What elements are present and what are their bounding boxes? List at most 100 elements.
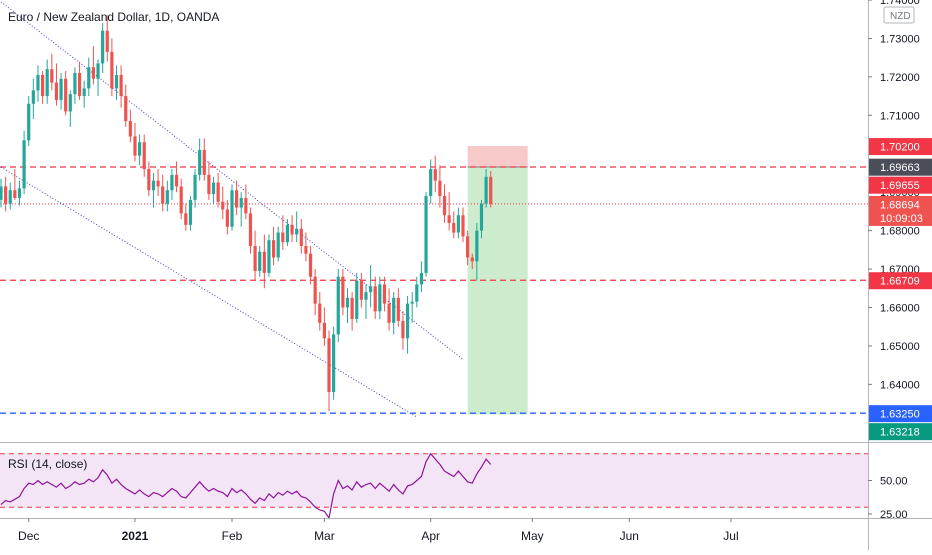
candle-body bbox=[161, 186, 165, 204]
candle bbox=[188, 196, 193, 231]
candle-body bbox=[304, 245, 308, 254]
candle-body bbox=[405, 303, 410, 339]
candle bbox=[73, 67, 77, 104]
candle bbox=[382, 276, 387, 312]
candle bbox=[419, 261, 424, 293]
candle bbox=[484, 169, 488, 208]
candle-body bbox=[13, 190, 17, 198]
candle-body bbox=[27, 103, 31, 141]
candle bbox=[359, 272, 363, 308]
candle-body bbox=[410, 301, 414, 304]
candle-body bbox=[8, 190, 12, 204]
candle bbox=[156, 169, 160, 197]
candle bbox=[124, 84, 128, 127]
candle bbox=[211, 176, 216, 204]
candle-body bbox=[244, 197, 248, 214]
candle bbox=[22, 130, 26, 195]
candle-body bbox=[253, 245, 257, 271]
price-badge-label: 1.66709 bbox=[880, 276, 920, 288]
candle-body bbox=[87, 67, 91, 89]
candle bbox=[239, 192, 243, 227]
candle bbox=[179, 178, 183, 220]
candle-body bbox=[350, 297, 354, 320]
price-tick-label: 1.72000 bbox=[880, 72, 920, 84]
candle-body bbox=[271, 240, 276, 258]
price-tick-label: 1.68000 bbox=[880, 226, 920, 238]
candle bbox=[456, 207, 460, 239]
candle-body bbox=[373, 286, 377, 312]
rsi-tick-label: 50.00 bbox=[880, 476, 908, 488]
candle bbox=[147, 161, 151, 197]
candle-body bbox=[59, 78, 63, 100]
time-tick-label: 2021 bbox=[122, 529, 149, 543]
price-tick-label: 1.71000 bbox=[880, 110, 920, 122]
candle bbox=[128, 109, 132, 143]
candle-body bbox=[313, 276, 317, 304]
candle-body bbox=[179, 186, 183, 214]
candle-body bbox=[114, 74, 119, 89]
candle-body bbox=[239, 197, 243, 208]
candle-body bbox=[290, 224, 294, 235]
candle-body bbox=[110, 51, 114, 89]
price-tick-label: 1.64000 bbox=[880, 379, 920, 391]
candle-body bbox=[438, 180, 442, 197]
candle bbox=[470, 253, 474, 270]
candle-body bbox=[82, 88, 86, 97]
candle bbox=[165, 180, 169, 212]
time-axis: Dec 2021 Feb Mar Apr May Jun Jul bbox=[18, 518, 739, 543]
candle bbox=[299, 219, 303, 254]
candle bbox=[110, 38, 114, 97]
time-tick-label: May bbox=[521, 529, 544, 543]
candle bbox=[262, 234, 266, 289]
candle bbox=[207, 161, 211, 200]
candle bbox=[45, 59, 49, 104]
candle bbox=[40, 71, 45, 104]
candle-body bbox=[433, 169, 437, 181]
candle-body bbox=[382, 284, 387, 304]
time-tick-label: Apr bbox=[421, 529, 440, 543]
candle bbox=[221, 186, 225, 220]
candle bbox=[429, 159, 433, 204]
candle bbox=[77, 61, 82, 100]
candle-body bbox=[225, 209, 229, 227]
candle-body bbox=[138, 142, 142, 156]
candle bbox=[4, 176, 8, 212]
price-tick-label: 1.73000 bbox=[880, 33, 920, 45]
candle-body bbox=[188, 199, 193, 225]
chart-title: Euro / New Zealand Dollar, 1D, OANDA bbox=[8, 10, 220, 24]
candle-body bbox=[151, 180, 156, 191]
candle bbox=[442, 184, 447, 223]
candle-body bbox=[369, 286, 373, 293]
candle bbox=[405, 295, 410, 354]
candle-body bbox=[419, 272, 424, 285]
candle bbox=[336, 269, 340, 343]
rsi-line bbox=[0, 452, 492, 520]
candle bbox=[327, 330, 331, 412]
candle bbox=[258, 245, 262, 277]
candle-body bbox=[221, 201, 225, 210]
candle bbox=[369, 265, 373, 308]
candle-body bbox=[64, 78, 68, 112]
candle bbox=[308, 245, 313, 285]
candle bbox=[447, 192, 451, 231]
candle bbox=[193, 169, 197, 208]
candle bbox=[281, 215, 285, 250]
candle bbox=[479, 199, 484, 239]
candle-body bbox=[429, 169, 433, 197]
candle bbox=[151, 172, 156, 208]
stop-loss-zone bbox=[467, 146, 528, 167]
currency-badge-label: NZD bbox=[890, 11, 911, 22]
candle-body bbox=[392, 297, 396, 323]
rsi-band bbox=[0, 453, 868, 508]
candle-body bbox=[276, 232, 280, 258]
candle-body bbox=[466, 236, 470, 258]
candle-body bbox=[456, 215, 460, 233]
candle-body bbox=[461, 215, 465, 237]
candle-body bbox=[147, 169, 151, 191]
candle bbox=[271, 226, 276, 266]
candle bbox=[475, 222, 479, 281]
candle bbox=[244, 184, 248, 220]
candle bbox=[17, 180, 22, 206]
candle bbox=[276, 226, 280, 262]
